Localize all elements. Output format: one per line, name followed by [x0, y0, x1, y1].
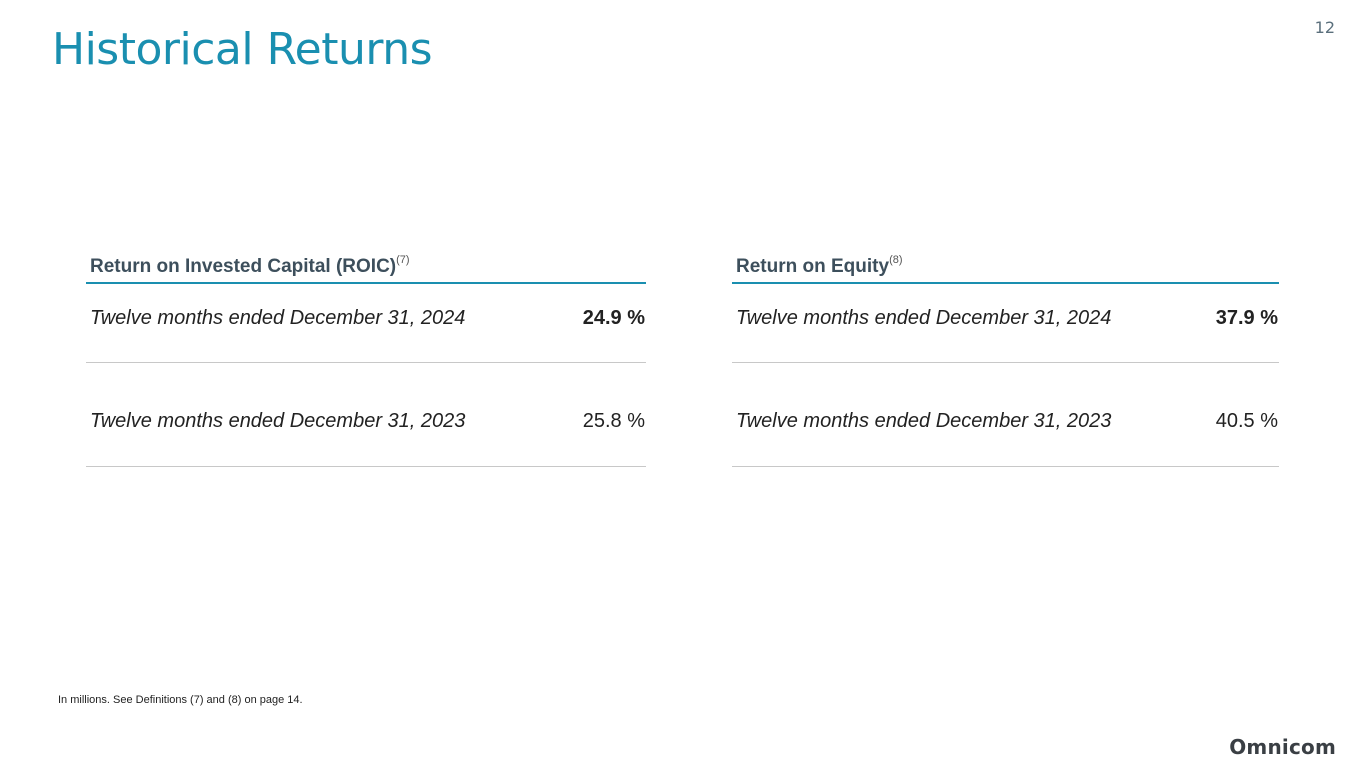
roe-row-value: 40.5 % — [1215, 410, 1278, 432]
page-number: 12 — [1314, 18, 1335, 37]
omnicom-logo: Omnicom — [1229, 735, 1336, 759]
roic-row-value: 24.9 % — [582, 306, 645, 329]
roic-footnote-ref: (7) — [396, 254, 410, 266]
roic-row-value: 25.8 % — [582, 410, 645, 432]
page-title: Historical Returns — [52, 24, 433, 75]
roe-heading-text: Return on Equity — [736, 256, 890, 277]
roic-row-label: Twelve months ended December 31, 2023 — [90, 410, 466, 432]
roic-row-2023: Twelve months ended December 31, 2023 25… — [86, 363, 646, 467]
roic-heading: Return on Invested Capital (ROIC)(7) — [86, 254, 646, 284]
roic-panel: Return on Invested Capital (ROIC)(7) Twe… — [86, 254, 646, 467]
roe-row-2024: Twelve months ended December 31, 2024 37… — [732, 284, 1279, 363]
roe-heading: Return on Equity(8) — [732, 254, 1279, 284]
roe-row-value: 37.9 % — [1215, 306, 1278, 329]
roic-heading-text: Return on Invested Capital (ROIC) — [90, 256, 397, 277]
roe-row-2023: Twelve months ended December 31, 2023 40… — [732, 363, 1279, 467]
roic-row-2024: Twelve months ended December 31, 2024 24… — [86, 284, 646, 363]
roic-row-label: Twelve months ended December 31, 2024 — [90, 306, 466, 329]
footnote: In millions. See Definitions (7) and (8)… — [58, 694, 303, 706]
roe-row-label: Twelve months ended December 31, 2023 — [736, 410, 1112, 432]
roe-panel: Return on Equity(8) Twelve months ended … — [732, 254, 1279, 467]
roe-row-label: Twelve months ended December 31, 2024 — [736, 306, 1112, 329]
roe-footnote-ref: (8) — [889, 254, 903, 266]
